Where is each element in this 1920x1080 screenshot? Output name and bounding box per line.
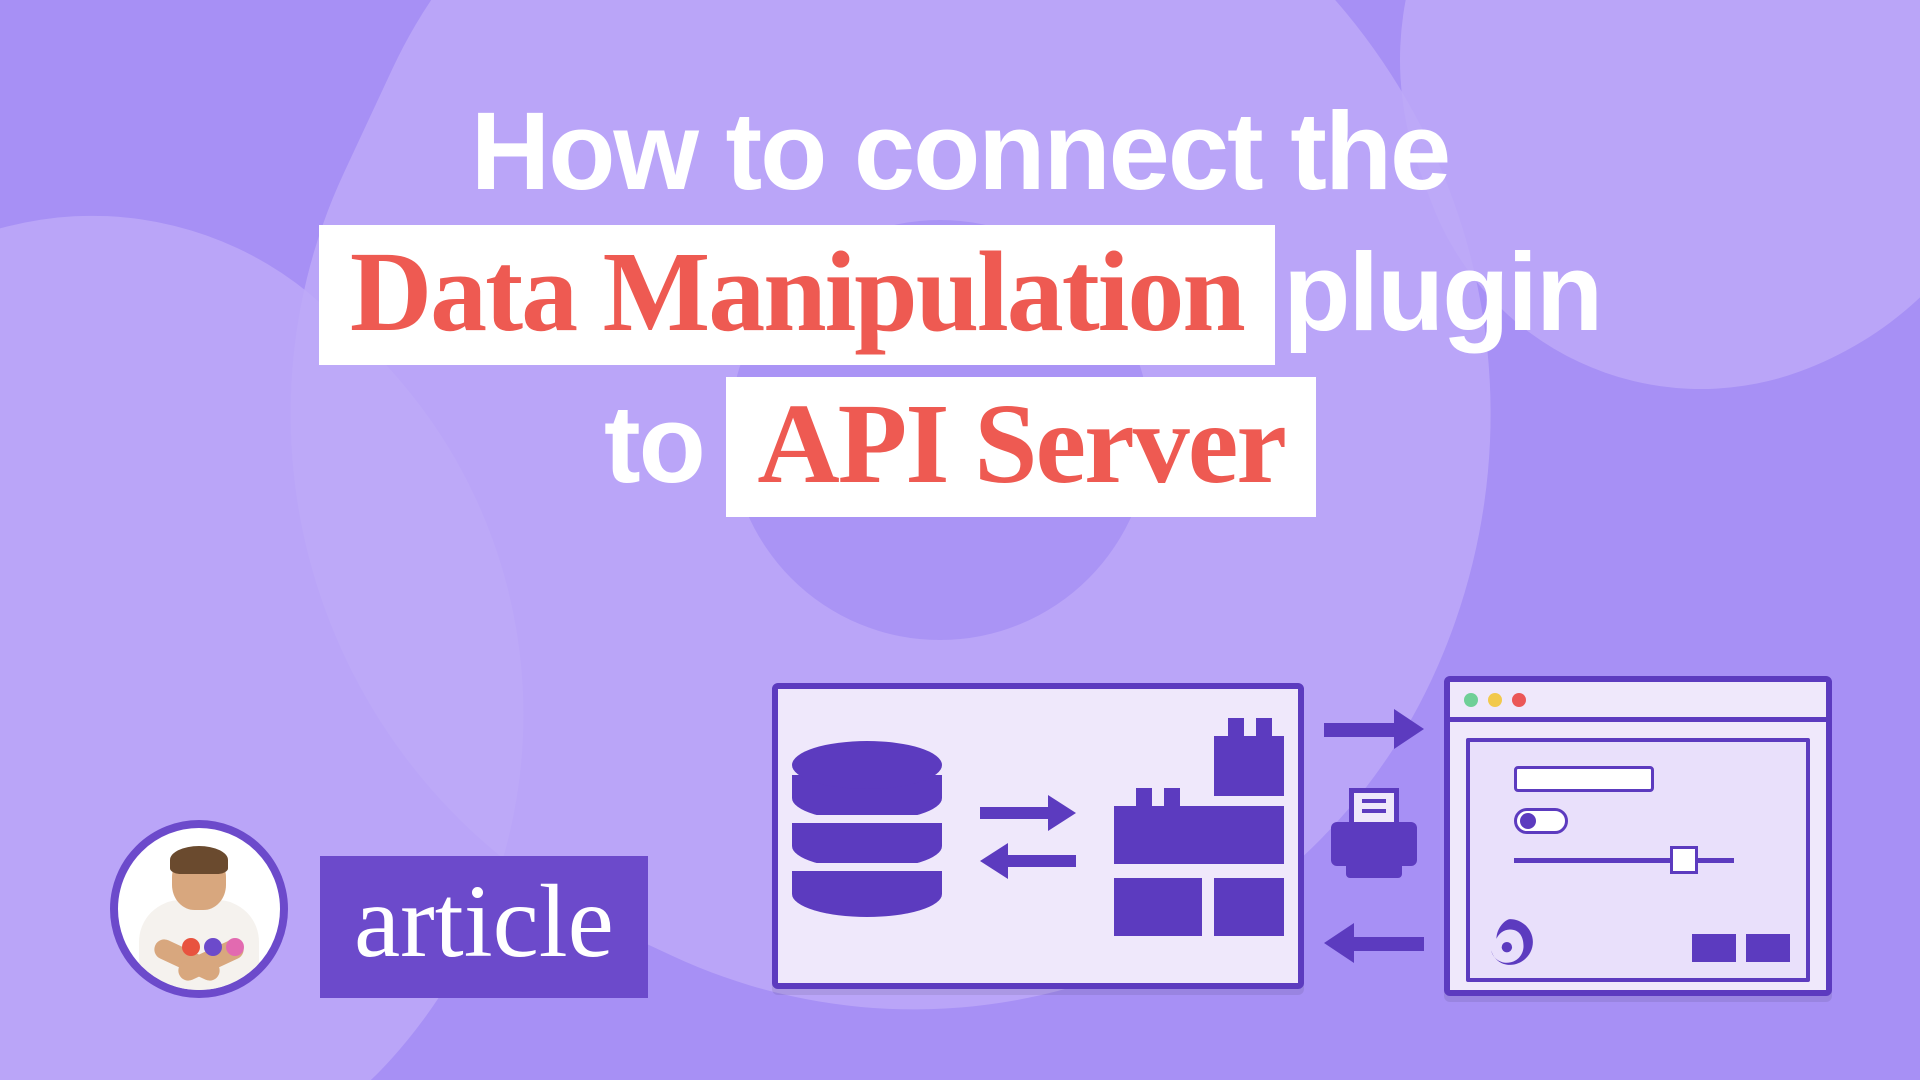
- server-panel: [772, 683, 1304, 989]
- window-dot-icon: [1512, 693, 1526, 707]
- toggle-icon: [1514, 808, 1568, 834]
- headline-highlight-1: Data Manipulation: [319, 225, 1275, 365]
- headline-line3-lead: to: [604, 383, 704, 506]
- data-flow-column: [1322, 691, 1426, 981]
- headline-line1: How to connect the: [471, 90, 1449, 213]
- window-dot-icon: [1488, 693, 1502, 707]
- api-blocks-icon: [1114, 736, 1284, 936]
- avatar-person-icon: [138, 844, 260, 990]
- headline-highlight-2: API Server: [726, 377, 1316, 517]
- browser-panel: [1444, 676, 1832, 996]
- thumbnail-canvas: How to connect the Data Manipulation plu…: [0, 0, 1920, 1080]
- browser-titlebar: [1450, 682, 1826, 722]
- button-icon: [1692, 934, 1736, 962]
- text-field-icon: [1514, 766, 1654, 792]
- grafana-swirl-icon: [1484, 916, 1536, 968]
- arrow-right-icon: [1324, 709, 1424, 749]
- printer-icon: [1331, 788, 1417, 884]
- headline-line2-tail: plugin: [1283, 231, 1601, 354]
- headline: How to connect the Data Manipulation plu…: [0, 90, 1920, 517]
- window-dot-icon: [1464, 693, 1478, 707]
- database-icon: [792, 741, 942, 931]
- dashboard-panel-icon: [1466, 738, 1810, 982]
- author-avatar: [110, 820, 288, 998]
- architecture-diagram: [772, 666, 1832, 1006]
- button-icon: [1746, 934, 1790, 962]
- slider-knob-icon: [1670, 846, 1698, 874]
- article-badge: article: [320, 856, 648, 998]
- arrow-left-icon: [1324, 923, 1424, 963]
- slider-icon: [1514, 858, 1734, 863]
- bidirectional-arrows-icon: [980, 789, 1076, 883]
